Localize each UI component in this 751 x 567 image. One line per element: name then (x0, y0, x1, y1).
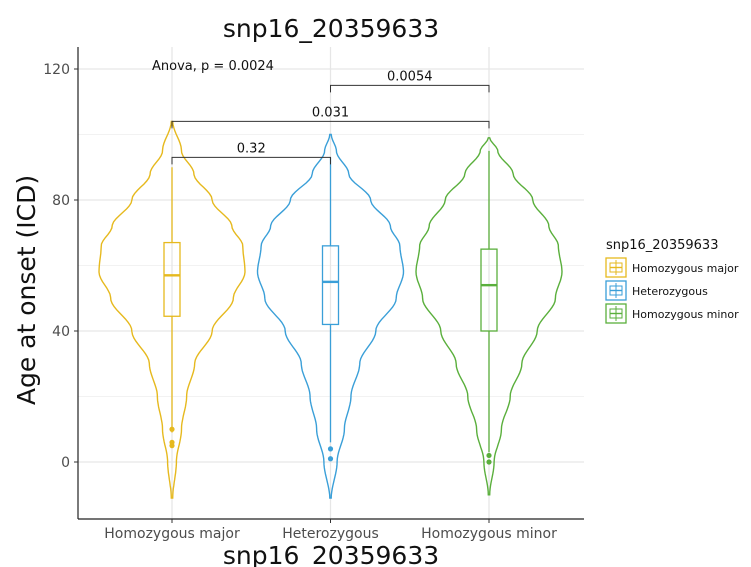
boxplot-box (321, 245, 340, 326)
legend-key (605, 303, 627, 324)
legend: snp16_20359633 Homozygous major Heterozygo… (605, 238, 739, 324)
boxplot-box (163, 241, 181, 317)
violin-homozygous-major (98, 120, 246, 499)
y-tick-label: 120 (43, 62, 70, 78)
comparison-bracket (171, 156, 331, 165)
legend-title: snp16_20359633 (606, 238, 718, 253)
x-tick-label: Homozygous minor (421, 526, 557, 542)
legend-item-label: Homozygous minor (632, 308, 739, 321)
chart-title: snp16_20359633 (223, 14, 439, 43)
violin-homozygous-minor (415, 137, 563, 496)
violins (98, 120, 563, 499)
legend-item-label: Heterozygous (632, 285, 708, 298)
outlier-point (327, 446, 334, 452)
boxplot-box (480, 248, 498, 332)
comparison-p-value: 0.32 (237, 141, 266, 156)
legend-key (605, 280, 627, 301)
y-tick-label: 80 (52, 193, 70, 209)
x-axis-title: snp16_20359633 (223, 541, 439, 567)
comparison-bracket (330, 84, 490, 93)
x-tick-label: Homozygous major (104, 526, 240, 542)
y-axis-title: Age at onset (ICD) (12, 175, 41, 405)
outlier-point (327, 456, 334, 462)
outlier-point (486, 452, 492, 459)
legend-key-outline (605, 257, 627, 278)
comparison-bracket (171, 120, 490, 129)
legend-key-outline (605, 280, 627, 301)
legend-key-outline (605, 303, 627, 324)
comparison-p-value: 0.0054 (387, 69, 433, 84)
comparison-p-value: 0.031 (312, 105, 349, 120)
outlier-point (486, 459, 492, 465)
y-tick-label: 40 (52, 324, 70, 340)
x-tick-label: Heterozygous (282, 526, 379, 542)
comparison-brackets: 0.32 0.031 0.0054 (171, 69, 490, 165)
axes: 0 40 80 120 Homozygous major Heterozygous Homo… (43, 47, 584, 542)
anova-annotation: Anova, p = 0.0024 (152, 59, 274, 74)
y-tick-label: 0 (61, 455, 70, 471)
outlier-point (169, 443, 175, 449)
legend-key (605, 257, 627, 278)
legend-item-label: Homozygous major (632, 262, 739, 275)
violin-heterozygous (256, 133, 405, 499)
outlier-point (169, 426, 175, 432)
